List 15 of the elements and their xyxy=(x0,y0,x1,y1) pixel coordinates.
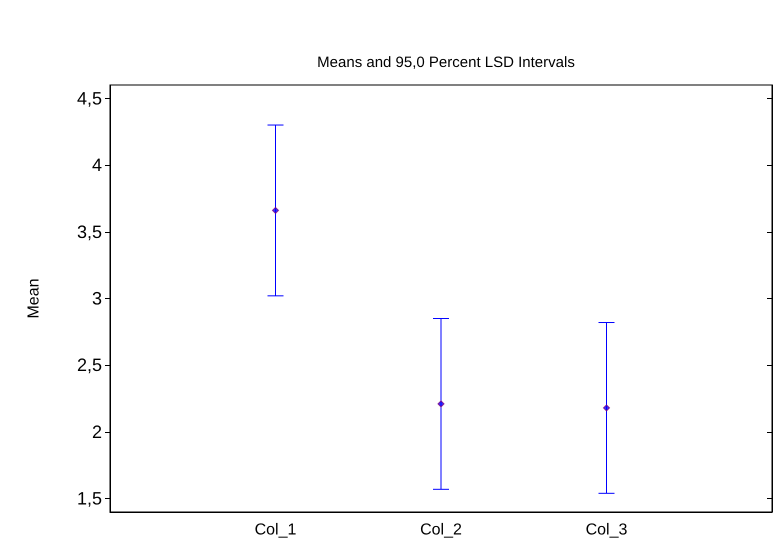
point xyxy=(438,400,444,408)
y-tick-label: 2 xyxy=(92,422,102,442)
x-tick-label: Col_3 xyxy=(586,522,628,538)
y-tick-label: 4 xyxy=(92,155,102,176)
y-tick-label: 2,5 xyxy=(76,355,102,376)
y-tick-label: 1,5 xyxy=(76,488,102,509)
y-tick-label: 3 xyxy=(92,288,102,308)
x-tick-label: Col_1 xyxy=(254,522,296,538)
y-axis-title: Mean xyxy=(26,278,42,319)
point xyxy=(272,206,279,214)
chart-title: Means and 95,0 Percent LSD Intervals xyxy=(317,54,575,71)
y-tick-label: 3,5 xyxy=(76,222,102,242)
x-tick-label: Col_2 xyxy=(420,522,462,538)
y-tick-label: 4,5 xyxy=(76,88,102,108)
point xyxy=(603,404,610,412)
